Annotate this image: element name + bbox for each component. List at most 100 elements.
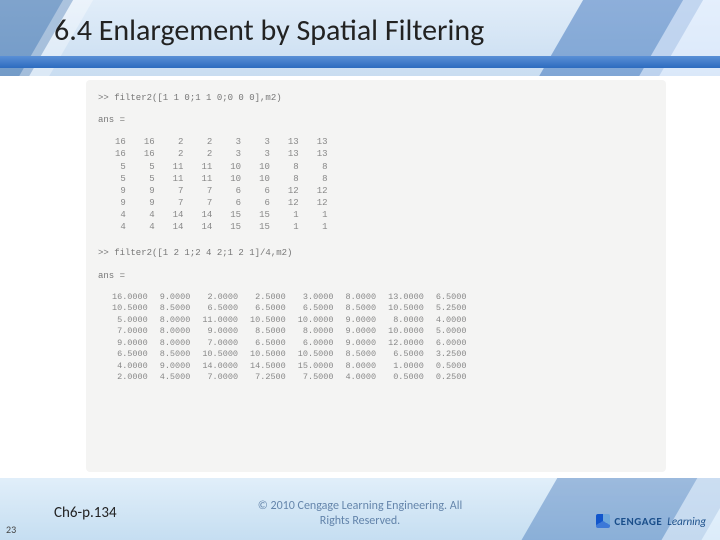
matrix-cell: 4	[106, 209, 135, 221]
matrix-cell: 16	[135, 136, 164, 148]
matrix-cell: 10.5000	[196, 349, 244, 360]
matrix-cell: 15	[250, 209, 279, 221]
matrix-1: 1616 2 2 3 313131616 2 2 3 31313 5 51111…	[106, 136, 337, 233]
matrix-cell: 6	[250, 185, 279, 197]
matrix-cell: 3	[221, 148, 250, 160]
matrix-cell: 1	[308, 221, 337, 233]
matrix-cell: 0.5000	[430, 361, 473, 372]
matrix-cell: 14.0000	[196, 361, 244, 372]
matrix-cell: 16	[135, 148, 164, 160]
matrix-cell: 1	[279, 221, 308, 233]
matrix-cell: 9	[135, 197, 164, 209]
matrix-cell: 12	[308, 197, 337, 209]
matrix-cell: 7	[192, 197, 221, 209]
matrix-cell: 6.5000	[244, 303, 292, 314]
matrix-cell: 9.0000	[339, 315, 382, 326]
matrix-cell: 15	[221, 221, 250, 233]
matrix-cell: 8.5000	[154, 349, 197, 360]
matrix-cell: 8.0000	[339, 292, 382, 303]
logo-icon	[596, 514, 610, 528]
matrix-cell: 13.0000	[382, 292, 430, 303]
copyright-line1: © 2010 Cengage Learning Engineering. All	[258, 499, 462, 513]
matrix-cell: 11	[192, 173, 221, 185]
matrix-2: 16.00009.00002.00002.50003.00008.000013.…	[106, 292, 472, 384]
matrix-cell: 16	[106, 148, 135, 160]
code-command-2: >> filter2([1 2 1;2 4 2;1 2 1]/4,m2)	[98, 247, 654, 259]
matrix-cell: 8.0000	[382, 315, 430, 326]
matrix-cell: 10	[250, 161, 279, 173]
matrix-cell: 10.5000	[106, 303, 154, 314]
matrix-cell: 7.5000	[292, 372, 340, 383]
matrix-cell: 4.0000	[106, 361, 154, 372]
matrix-cell: 10.5000	[292, 349, 340, 360]
matrix-cell: 2.0000	[106, 372, 154, 383]
matrix-cell: 8.5000	[339, 349, 382, 360]
matrix-cell: 9.0000	[196, 326, 244, 337]
code-ans-label-1: ans =	[98, 114, 654, 126]
matrix-cell: 8.0000	[292, 326, 340, 337]
matrix-cell: 10	[221, 173, 250, 185]
matrix-cell: 12	[308, 185, 337, 197]
matrix-cell: 3	[250, 148, 279, 160]
matrix-cell: 3	[221, 136, 250, 148]
matrix-cell: 14	[192, 209, 221, 221]
code-command-1: >> filter2([1 1 0;1 1 0;0 0 0],m2)	[98, 92, 654, 104]
matrix-cell: 7.2500	[244, 372, 292, 383]
matrix-cell: 10	[250, 173, 279, 185]
matrix-cell: 7	[164, 197, 193, 209]
matrix-cell: 3.2500	[430, 349, 473, 360]
matrix-cell: 4.0000	[430, 315, 473, 326]
matrix-cell: 0.2500	[430, 372, 473, 383]
slide-title: 6.4 Enlargement by Spatial Filtering	[54, 12, 694, 49]
matrix-cell: 2.5000	[244, 292, 292, 303]
matrix-cell: 9	[135, 185, 164, 197]
matrix-cell: 2	[192, 136, 221, 148]
logo-brand: CENGAGE	[614, 515, 662, 528]
matrix-cell: 6.5000	[430, 292, 473, 303]
matrix-cell: 16.0000	[106, 292, 154, 303]
matrix-cell: 6.5000	[106, 349, 154, 360]
matrix-cell: 10.5000	[244, 315, 292, 326]
matrix-cell: 8	[279, 173, 308, 185]
matrix-cell: 8.0000	[154, 338, 197, 349]
matrix-cell: 8.0000	[154, 326, 197, 337]
publisher-logo: CENGAGE Learning	[596, 514, 706, 528]
matrix-cell: 7.0000	[106, 326, 154, 337]
matrix-cell: 8.0000	[154, 315, 197, 326]
logo-sub: Learning	[667, 515, 706, 528]
matrix-cell: 15	[221, 209, 250, 221]
matrix-cell: 7.0000	[196, 338, 244, 349]
matrix-cell: 4	[135, 209, 164, 221]
matrix-cell: 14	[164, 221, 193, 233]
matrix-cell: 5	[135, 161, 164, 173]
matrix-cell: 5	[135, 173, 164, 185]
matrix-cell: 7	[164, 185, 193, 197]
matrix-cell: 9	[106, 197, 135, 209]
matrix-cell: 8.0000	[339, 361, 382, 372]
matrix-cell: 10.0000	[292, 315, 340, 326]
matrix-cell: 8	[308, 161, 337, 173]
matrix-cell: 2	[192, 148, 221, 160]
copyright-line2: Rights Reserved.	[320, 514, 400, 528]
matrix-cell: 2.0000	[196, 292, 244, 303]
matrix-cell: 0.5000	[382, 372, 430, 383]
matrix-cell: 15.0000	[292, 361, 340, 372]
matrix-cell: 13	[279, 148, 308, 160]
matrix-cell: 11	[192, 161, 221, 173]
matrix-cell: 10.5000	[382, 303, 430, 314]
matrix-cell: 12	[279, 185, 308, 197]
matrix-cell: 8	[279, 161, 308, 173]
footer-banner: Ch6-p.134 © 2010 Cengage Learning Engine…	[0, 478, 720, 540]
matrix-cell: 15	[250, 221, 279, 233]
matrix-cell: 6.0000	[292, 338, 340, 349]
matrix-cell: 6	[221, 197, 250, 209]
matrix-cell: 11	[164, 173, 193, 185]
matrix-cell: 6.5000	[196, 303, 244, 314]
matrix-cell: 10.5000	[244, 349, 292, 360]
matrix-cell: 6	[250, 197, 279, 209]
matrix-cell: 6.5000	[244, 338, 292, 349]
matrix-cell: 8.5000	[154, 303, 197, 314]
matrix-cell: 4.5000	[154, 372, 197, 383]
matrix-cell: 1	[308, 209, 337, 221]
matrix-cell: 8.5000	[244, 326, 292, 337]
